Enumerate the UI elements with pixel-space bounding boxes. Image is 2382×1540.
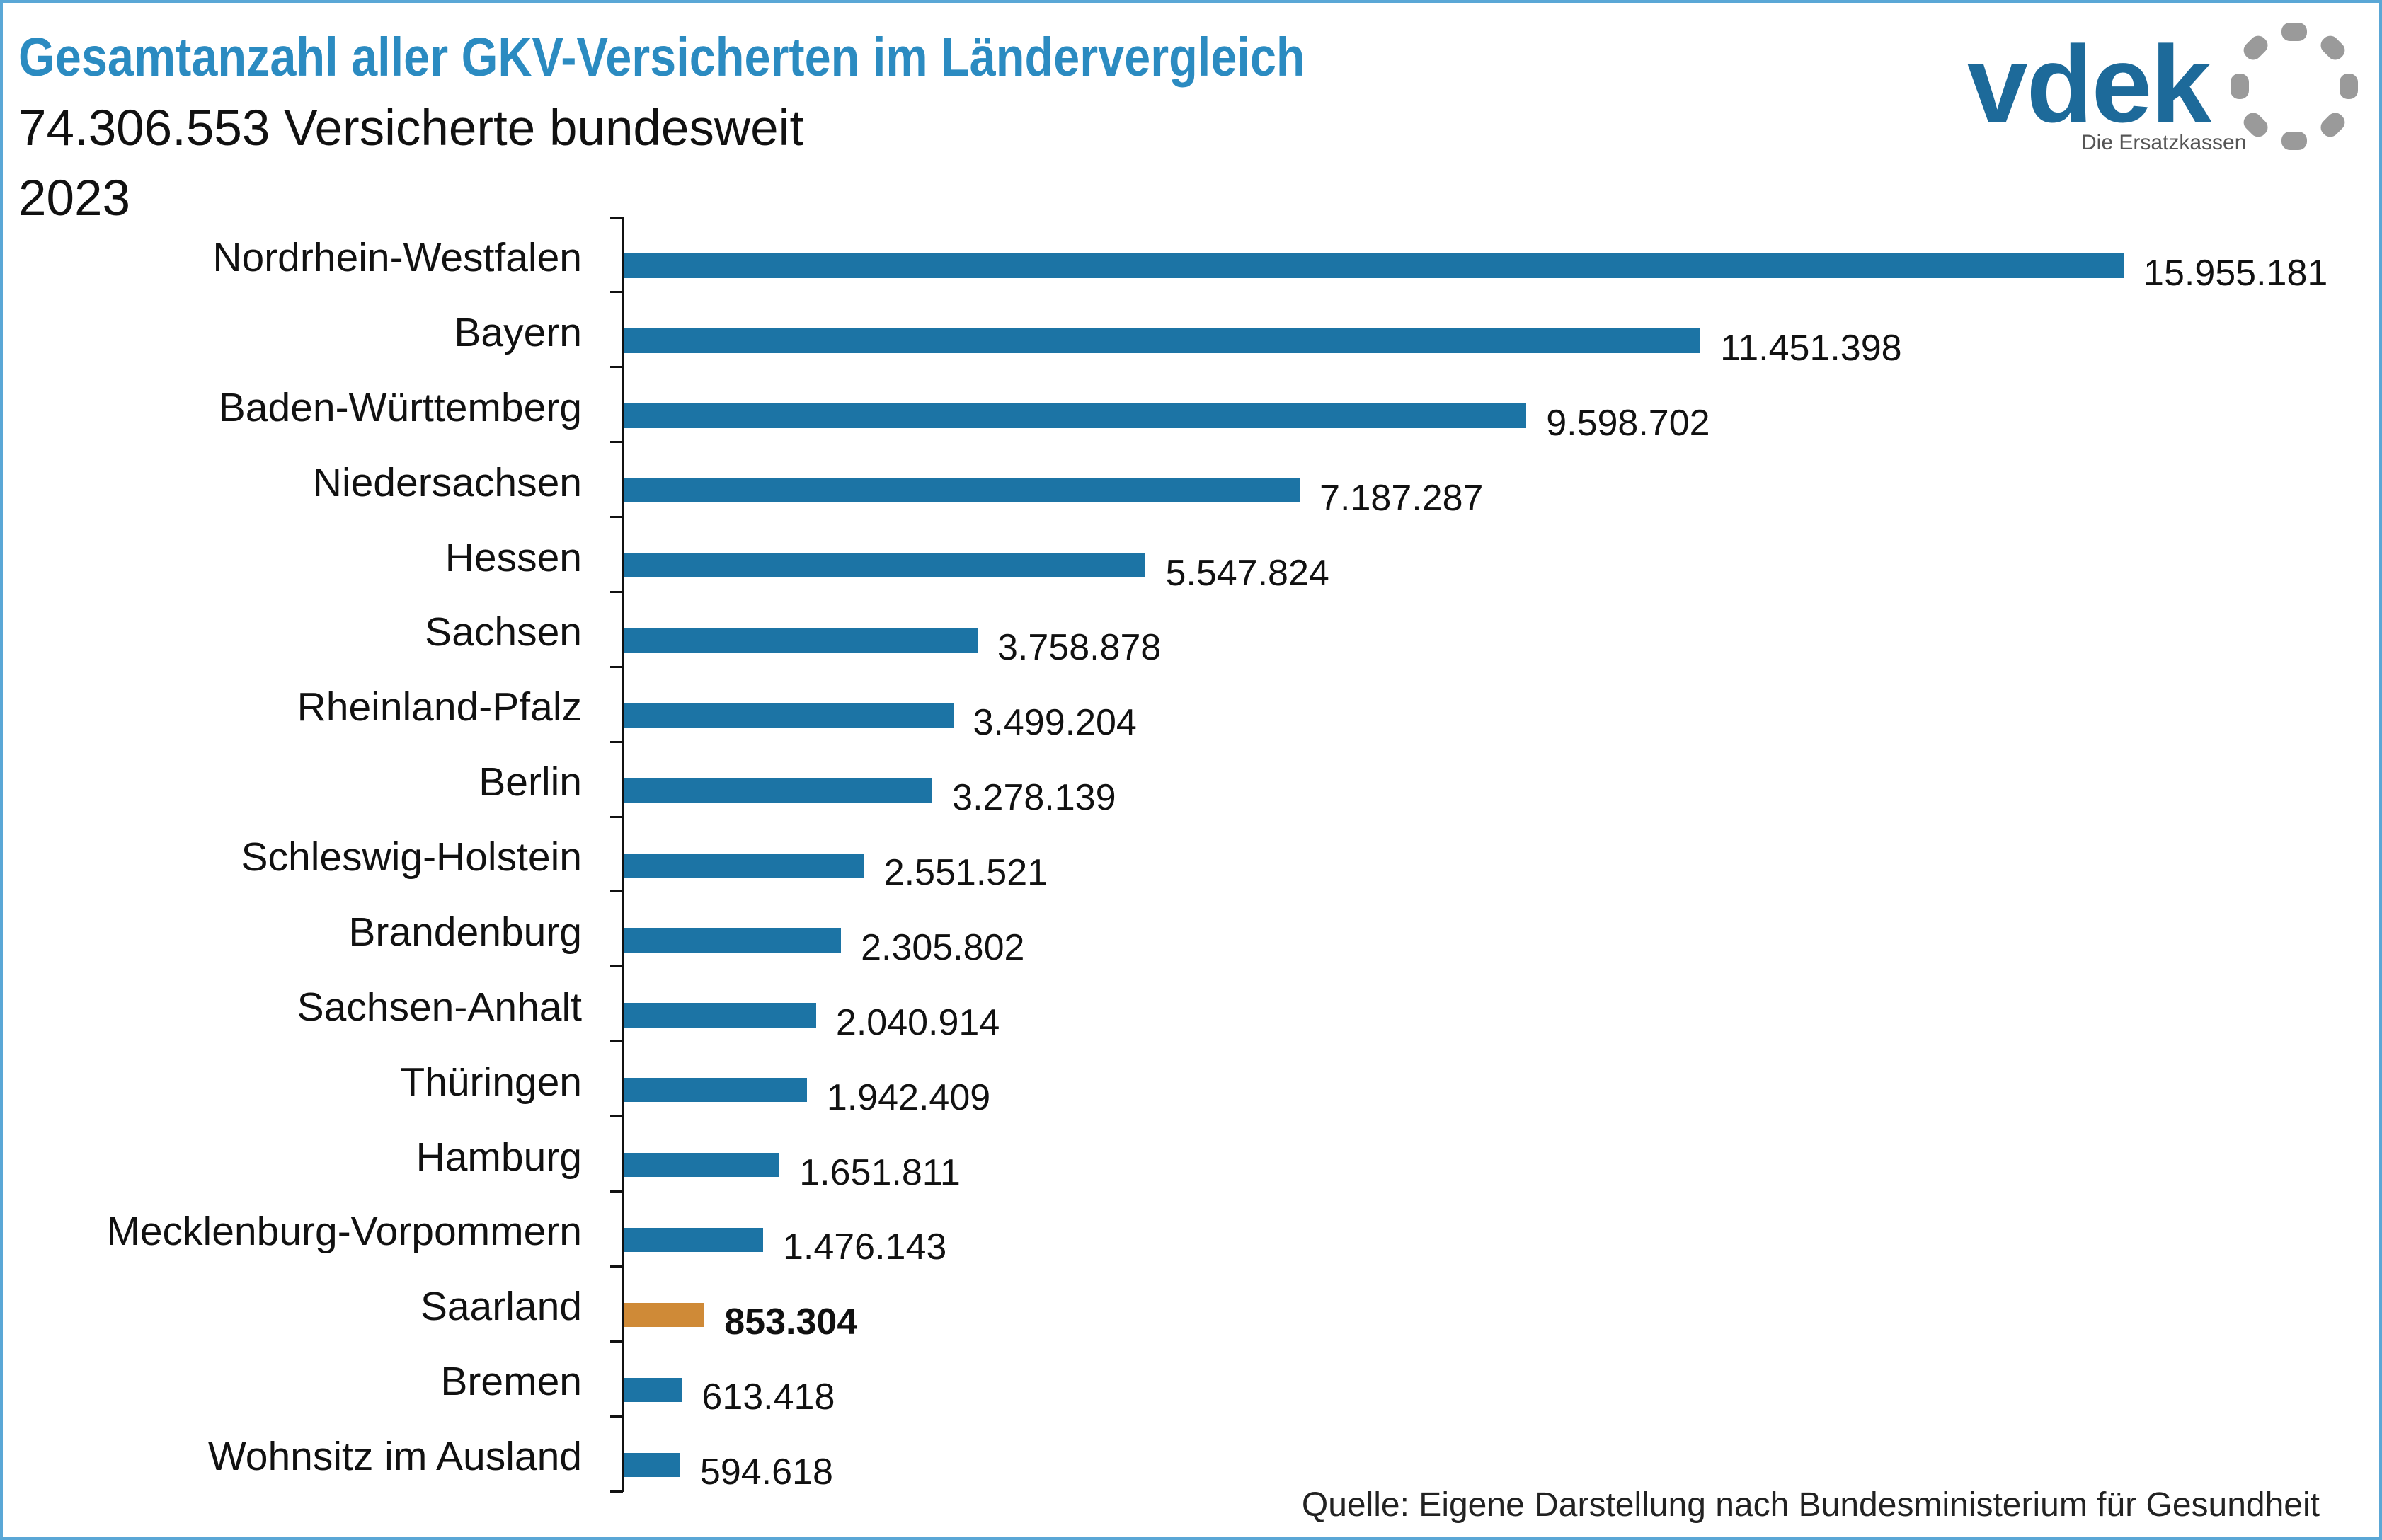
- category-label-schleswig-holstein: Schleswig-Holstein: [241, 834, 582, 880]
- bar-hamburg: [624, 1153, 780, 1178]
- bar-nordrhein-westfalen: [624, 253, 2124, 278]
- bar-saarland: [624, 1302, 705, 1328]
- y-axis-tick: [610, 890, 623, 893]
- value-label-brandenburg: 2.305.802: [861, 926, 1025, 968]
- y-axis-tick: [610, 291, 623, 294]
- y-axis-tick: [610, 740, 623, 743]
- category-label-rheinland-pfalz: Rheinland-Pfalz: [297, 684, 582, 730]
- value-label-saarland: 853.304: [724, 1301, 858, 1343]
- y-axis-tick: [610, 1340, 623, 1343]
- ring-segment: [2243, 35, 2268, 60]
- value-label-sachsen-anhalt: 2.040.914: [835, 1001, 1000, 1043]
- bar-sachsen-anhalt: [624, 1003, 816, 1028]
- bar-baden-wurttemberg: [624, 403, 1527, 428]
- bar-bremen: [624, 1377, 682, 1402]
- vdek-wordmark: vdek: [1967, 23, 2211, 145]
- bar-niedersachsen: [624, 478, 1300, 503]
- y-axis-tick: [610, 590, 623, 593]
- chart-year: 2023: [18, 171, 130, 226]
- ring-segment: [2243, 113, 2268, 137]
- category-label-hessen: Hessen: [445, 534, 582, 580]
- vdek-tagline: Die Ersatzkassen: [2081, 131, 2247, 154]
- bar-mecklenburg-vorpommern: [624, 1227, 763, 1253]
- bar-wohnsitz-im-ausland: [624, 1452, 680, 1477]
- vdek-ring-icon: [2231, 23, 2358, 150]
- value-label-schleswig-holstein: 2.551.521: [883, 852, 1048, 894]
- y-axis-tick: [610, 216, 623, 219]
- y-axis-tick: [610, 965, 623, 968]
- ring-segment: [2320, 113, 2345, 137]
- value-label-bayern: 11.451.398: [1720, 327, 1902, 369]
- category-label-baden-wurttemberg: Baden-Württemberg: [218, 384, 582, 430]
- value-label-niedersachsen: 7.187.287: [1319, 477, 1484, 519]
- y-axis-tick: [610, 441, 623, 444]
- bar-rheinland-pfalz: [624, 703, 954, 728]
- ring-segment: [2231, 74, 2249, 99]
- category-label-nordrhein-westfalen: Nordrhein-Westfalen: [212, 235, 582, 280]
- ring-segment: [2340, 74, 2358, 99]
- y-axis-tick: [610, 1265, 623, 1268]
- ring-segment: [2320, 35, 2345, 60]
- bar-hessen: [624, 553, 1146, 578]
- y-axis-tick: [610, 1115, 623, 1118]
- bar-berlin: [624, 778, 933, 803]
- bar-schleswig-holstein: [624, 853, 864, 878]
- value-label-mecklenburg-vorpommern: 1.476.143: [782, 1226, 947, 1268]
- category-label-bremen: Bremen: [440, 1359, 582, 1405]
- y-axis-tick: [610, 1040, 623, 1043]
- bar-sachsen: [624, 628, 978, 653]
- bar-brandenburg: [624, 928, 842, 953]
- value-label-thuringen: 1.942.409: [826, 1076, 991, 1118]
- value-label-wohnsitz-im-ausland: 594.618: [699, 1452, 833, 1493]
- chart-title: Gesamtanzahl aller GKV-Versicherten im L…: [18, 27, 1305, 88]
- value-label-rheinland-pfalz: 3.499.204: [973, 702, 1137, 744]
- y-axis-tick: [610, 815, 623, 818]
- bar-bayern: [624, 328, 1701, 353]
- y-axis-tick: [610, 1415, 623, 1418]
- category-label-thuringen: Thüringen: [400, 1059, 582, 1105]
- category-label-hamburg: Hamburg: [416, 1134, 582, 1180]
- value-label-berlin: 3.278.139: [952, 777, 1116, 819]
- category-label-brandenburg: Brandenburg: [348, 909, 582, 955]
- category-label-sachsen: Sachsen: [425, 609, 582, 655]
- category-label-sachsen-anhalt: Sachsen-Anhalt: [297, 984, 582, 1030]
- category-label-niedersachsen: Niedersachsen: [312, 459, 582, 505]
- category-label-wohnsitz-im-ausland: Wohnsitz im Ausland: [207, 1434, 582, 1480]
- value-label-sachsen: 3.758.878: [997, 627, 1162, 669]
- y-axis-tick: [610, 366, 623, 369]
- value-label-hamburg: 1.651.811: [799, 1151, 961, 1193]
- ring-segment: [2281, 23, 2307, 41]
- category-label-bayern: Bayern: [454, 309, 582, 355]
- y-axis-line: [622, 217, 624, 1492]
- y-axis-tick: [610, 1190, 623, 1193]
- y-axis-tick: [610, 665, 623, 668]
- value-label-nordrhein-westfalen: 15.955.181: [2143, 253, 2328, 294]
- category-label-saarland: Saarland: [420, 1284, 582, 1330]
- ring-segment: [2281, 132, 2307, 150]
- y-axis-tick: [610, 1490, 623, 1493]
- value-label-hessen: 5.547.824: [1165, 552, 1329, 594]
- value-label-bremen: 613.418: [702, 1377, 835, 1418]
- chart-subtitle: 74.306.553 Versicherte bundesweit: [18, 100, 804, 156]
- category-label-mecklenburg-vorpommern: Mecklenburg-Vorpommern: [106, 1209, 582, 1255]
- value-label-baden-wurttemberg: 9.598.702: [1546, 402, 1710, 444]
- source-note: Quelle: Eigene Darstellung nach Bundesmi…: [1301, 1486, 2320, 1524]
- category-label-berlin: Berlin: [479, 759, 582, 805]
- bar-thuringen: [624, 1078, 807, 1103]
- y-axis-tick: [610, 516, 623, 519]
